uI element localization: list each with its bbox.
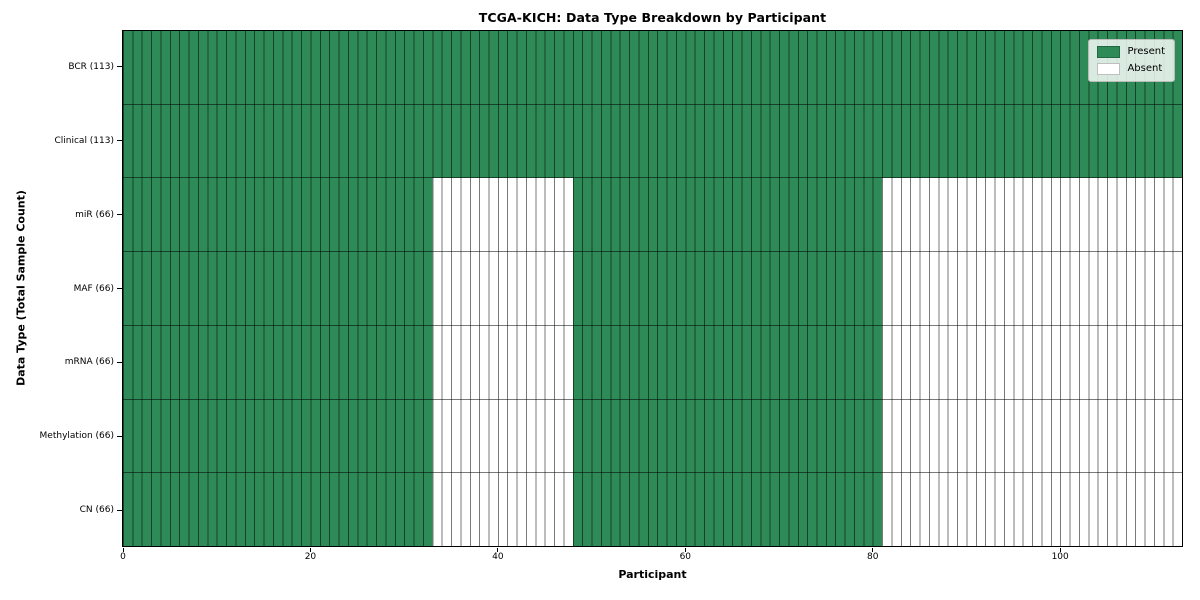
chart-row-clinical — [123, 104, 1182, 179]
chart-row-bcr — [123, 31, 1182, 105]
y-tick-mark — [117, 435, 122, 437]
y-tick-mark — [117, 509, 122, 511]
chart-row-cn — [123, 473, 1182, 547]
legend-swatch-absent — [1097, 63, 1121, 75]
x-tick-label-100: 100 — [1051, 552, 1069, 562]
legend-label-absent: Absent — [1127, 63, 1163, 74]
x-tick-label-60: 60 — [679, 552, 692, 562]
y-tick-label-cn: CN (66) — [79, 505, 114, 516]
y-tick-label-bcr: BCR (113) — [68, 61, 114, 72]
legend-label-present: Present — [1127, 46, 1165, 57]
y-tick-label-mir: miR (66) — [75, 209, 114, 220]
x-tick-mark — [309, 548, 311, 552]
x-tick-mark — [684, 548, 686, 552]
x-tick-mark — [872, 548, 874, 552]
legend-entry-present: Present — [1097, 46, 1165, 58]
y-tick-mark — [117, 140, 122, 142]
chart-row-mrna — [123, 325, 1182, 400]
x-tick-label-20: 20 — [304, 552, 317, 562]
x-tick-mark — [122, 548, 124, 552]
x-tick-mark — [1059, 548, 1061, 552]
y-tick-mark — [117, 214, 122, 216]
x-axis-label: Participant — [618, 568, 687, 581]
y-tick-label-clinical: Clinical (113) — [54, 135, 114, 146]
x-tick-label-80: 80 — [867, 552, 879, 562]
y-tick-label-mrna: mRNA (66) — [64, 357, 114, 368]
plot-area: Present Absent — [122, 30, 1183, 547]
chart-row-mir — [123, 178, 1182, 253]
y-tick-mark — [117, 361, 122, 363]
legend-entry-absent: Absent — [1097, 63, 1165, 75]
y-tick-mark — [117, 66, 122, 68]
x-tick-label-40: 40 — [492, 552, 504, 562]
legend-swatch-present — [1097, 46, 1121, 58]
y-tick-label-maf: MAF (66) — [73, 283, 114, 294]
y-tick-mark — [117, 288, 122, 289]
y-tick-label-methylation: Methylation (66) — [39, 431, 114, 442]
chart-row-maf — [123, 252, 1182, 326]
x-tick-mark — [497, 548, 499, 552]
legend: Present Absent — [1088, 39, 1175, 82]
chart-row-methylation — [123, 399, 1182, 474]
chart-title: TCGA-KICH: Data Type Breakdown by Partic… — [478, 10, 827, 25]
x-tick-label-0: 0 — [120, 552, 126, 562]
